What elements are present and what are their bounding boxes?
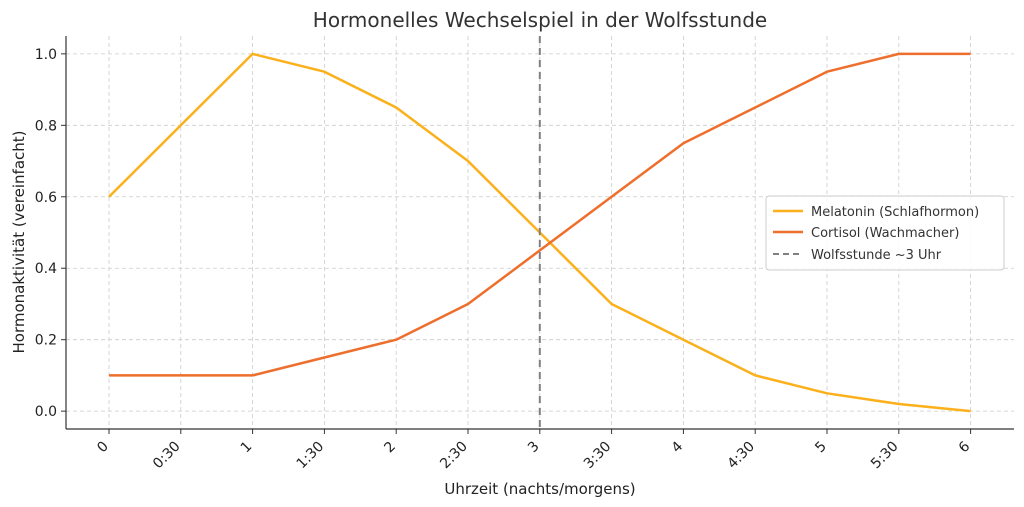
- y-tick-label: 0.0: [35, 404, 57, 420]
- legend: Melatonin (Schlafhormon) Cortisol (Wachm…: [765, 195, 1005, 271]
- y-tick-label: 0.8: [35, 118, 57, 134]
- x-tick-label: 2: [381, 439, 399, 457]
- x-tick-label: 1:30: [294, 439, 328, 473]
- legend-box: [765, 195, 1005, 271]
- series-line-cortisol: [109, 52, 971, 377]
- x-tick-label: 0: [94, 439, 112, 457]
- legend-label-wolfsstunde: Wolfsstunde ~3 Uhr: [811, 248, 942, 263]
- x-tick-label: 5:30: [868, 439, 902, 473]
- x-tick-label: 3:30: [581, 439, 615, 473]
- x-tick-label: 5: [812, 439, 830, 457]
- y-axis-label: Hormonaktivität (vereinfacht): [10, 130, 28, 353]
- y-tick-label: 0.6: [35, 190, 57, 206]
- x-tick-label: 0:30: [150, 439, 184, 473]
- x-tick-label: 4: [669, 438, 687, 456]
- y-tick-label: 1.0: [35, 47, 57, 63]
- x-tick-label: 3: [525, 439, 543, 457]
- legend-label-cortisol: Cortisol (Wachmacher): [811, 226, 959, 241]
- x-tick-label: 6: [956, 438, 974, 456]
- x-tick-label: 1: [238, 439, 256, 457]
- x-tick-label: 4:30: [724, 439, 758, 473]
- legend-label-melatonin: Melatonin (Schlafhormon): [811, 205, 979, 220]
- x-tick-label: 2:30: [437, 439, 471, 473]
- x-axis-label: Uhrzeit (nachts/morgens): [444, 480, 635, 498]
- y-tick-label: 0.2: [35, 333, 57, 349]
- y-tick-label: 0.4: [35, 261, 57, 277]
- chart-title: Hormonelles Wechselspiel in der Wolfsstu…: [313, 8, 767, 32]
